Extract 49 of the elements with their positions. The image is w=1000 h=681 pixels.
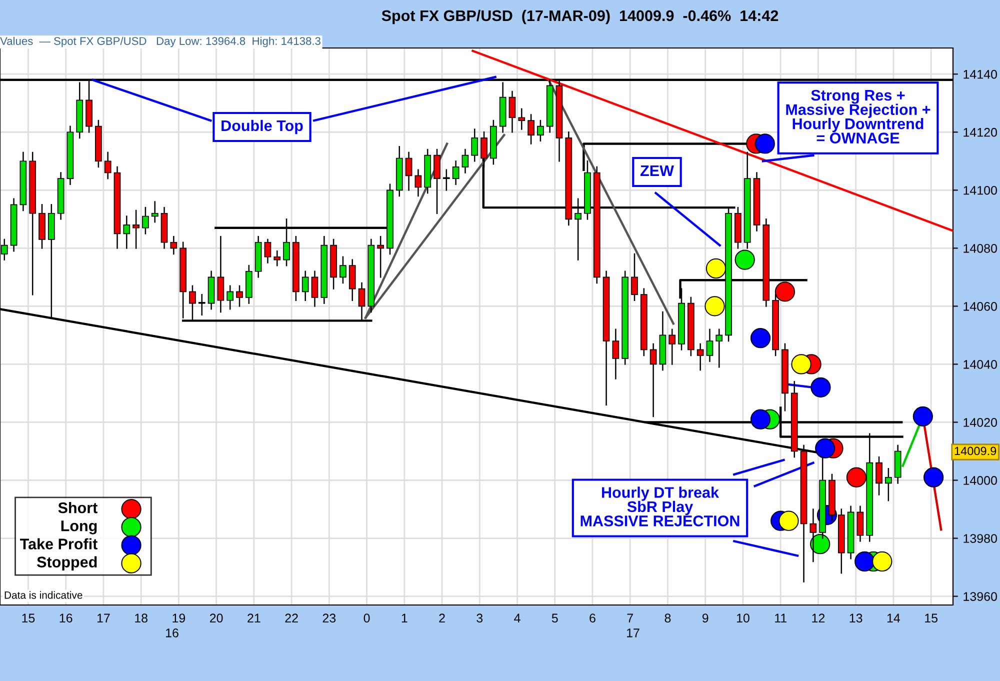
x-tick-label: 15 — [925, 614, 938, 623]
y-tick-label: 14120 — [964, 128, 997, 137]
y-tick-label: 14140 — [964, 70, 997, 79]
legend-label: Take Profit — [20, 538, 98, 550]
text: 17 — [627, 628, 640, 638]
x-tick-label: 4 — [514, 614, 520, 622]
x-tick-label: 10 — [736, 614, 750, 623]
chart-subtitle: Values — Spot FX GBP/USD Day Low: 13964.8 High: 14138.3 — [0, 36, 320, 48]
y-tick-label: 14040 — [964, 360, 997, 369]
x-tick-label: 12 — [812, 614, 825, 622]
text: 16 — [166, 628, 178, 638]
legend-label: Short — [58, 502, 98, 514]
y-tick-label: 14000 — [964, 476, 997, 485]
x-tick-label: 6 — [590, 614, 596, 623]
y-tick-label: 14080 — [964, 244, 997, 253]
x-tick-label: 13 — [850, 614, 862, 623]
x-tick-label: 18 — [135, 614, 148, 623]
annotation: ZEW — [640, 165, 674, 176]
x-tick-label: 14 — [887, 614, 900, 622]
x-tick-label: 0 — [364, 614, 370, 623]
y-tick-label: 14060 — [964, 302, 997, 311]
text: 14009.9 — [954, 446, 996, 456]
x-tick-label: 21 — [248, 614, 260, 622]
x-tick-label: 1 — [402, 614, 408, 622]
x-tick-label: 11 — [775, 614, 786, 622]
x-tick-label: 8 — [664, 614, 671, 623]
x-tick-label: 3 — [476, 614, 483, 623]
x-tick-label: 5 — [552, 614, 558, 623]
x-tick-label: 16 — [60, 614, 72, 623]
x-tick-label: 19 — [172, 614, 186, 623]
x-tick-label: 15 — [22, 614, 35, 623]
y-tick-label: 14100 — [964, 186, 997, 195]
annotation: Hourly DT break SbR Play MASSIVE REJECTION — [580, 486, 740, 526]
annotation: Strong Res + Massive Rejection + Hourly Downtrend = OWNAGE — [786, 90, 930, 144]
annotation: Data is indicative — [4, 591, 82, 599]
chart-title: Spot FX GBP/USD (17-MAR-09) 14009.9 -0.46% 14:42 — [382, 10, 778, 24]
legend-label: Long — [61, 520, 97, 534]
y-tick-label: 14020 — [964, 418, 997, 427]
x-tick-label: 9 — [702, 614, 708, 623]
annotation: Double Top — [222, 120, 303, 134]
x-tick-label: 23 — [322, 614, 336, 623]
legend-label: Stopped — [37, 556, 97, 570]
y-tick-label: 13960 — [964, 592, 997, 601]
x-tick-label: 22 — [285, 614, 298, 622]
y-tick-label: 13980 — [964, 534, 997, 543]
x-tick-label: 2 — [439, 614, 445, 622]
x-tick-label: 20 — [210, 614, 223, 623]
x-tick-label: 17 — [97, 614, 110, 622]
x-tick-label: 7 — [627, 614, 633, 622]
